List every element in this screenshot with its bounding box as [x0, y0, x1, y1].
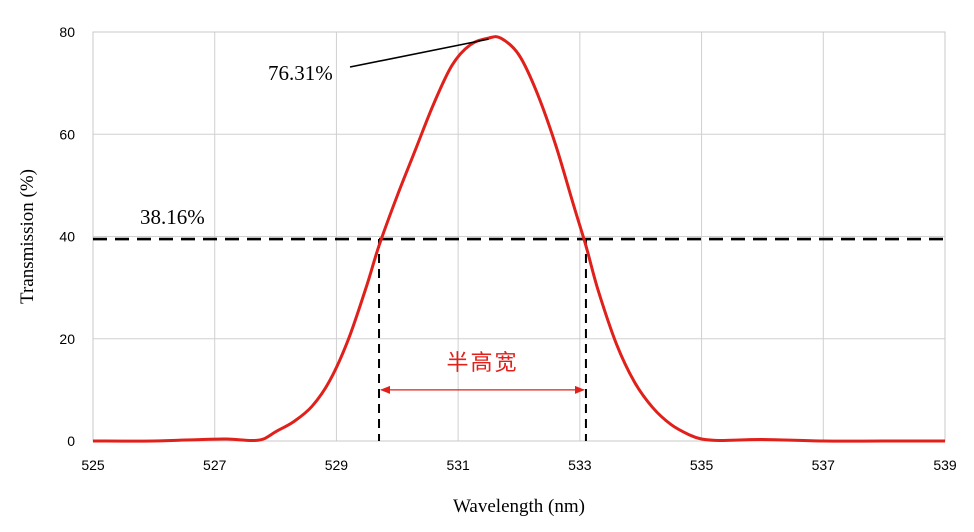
y-axis-label: Transmission (%) [17, 169, 38, 304]
x-tick-label: 533 [568, 457, 592, 473]
x-axis-label: Wavelength (nm) [453, 496, 585, 517]
peak-label: 76.31% [268, 61, 333, 85]
x-tick-label: 535 [690, 457, 714, 473]
x-tick-label: 539 [933, 457, 957, 473]
fwhm-guides [378, 239, 587, 441]
y-tick-label: 0 [67, 433, 75, 449]
half-max-label: 38.16% [140, 205, 205, 229]
x-tick-label: 525 [81, 457, 105, 473]
x-tick-label: 527 [203, 457, 227, 473]
grid-lines [92, 31, 946, 442]
fwhm-label: 半高宽 [446, 351, 518, 376]
x-tick-label: 531 [446, 457, 470, 473]
transmission-curve [92, 35, 945, 443]
x-tick-label: 529 [325, 457, 349, 473]
y-tick-label: 80 [59, 24, 75, 40]
y-tick-label: 60 [59, 126, 75, 142]
y-tick-label: 20 [59, 331, 75, 347]
plot-area [92, 31, 946, 442]
y-tick-label: 40 [59, 229, 75, 245]
x-tick-label: 537 [812, 457, 836, 473]
x-tick-labels: 525 527 529 531 533 535 537 539 [81, 457, 957, 473]
peak-leader-line [349, 38, 489, 68]
y-tick-labels: 0 20 40 60 80 [59, 24, 75, 449]
